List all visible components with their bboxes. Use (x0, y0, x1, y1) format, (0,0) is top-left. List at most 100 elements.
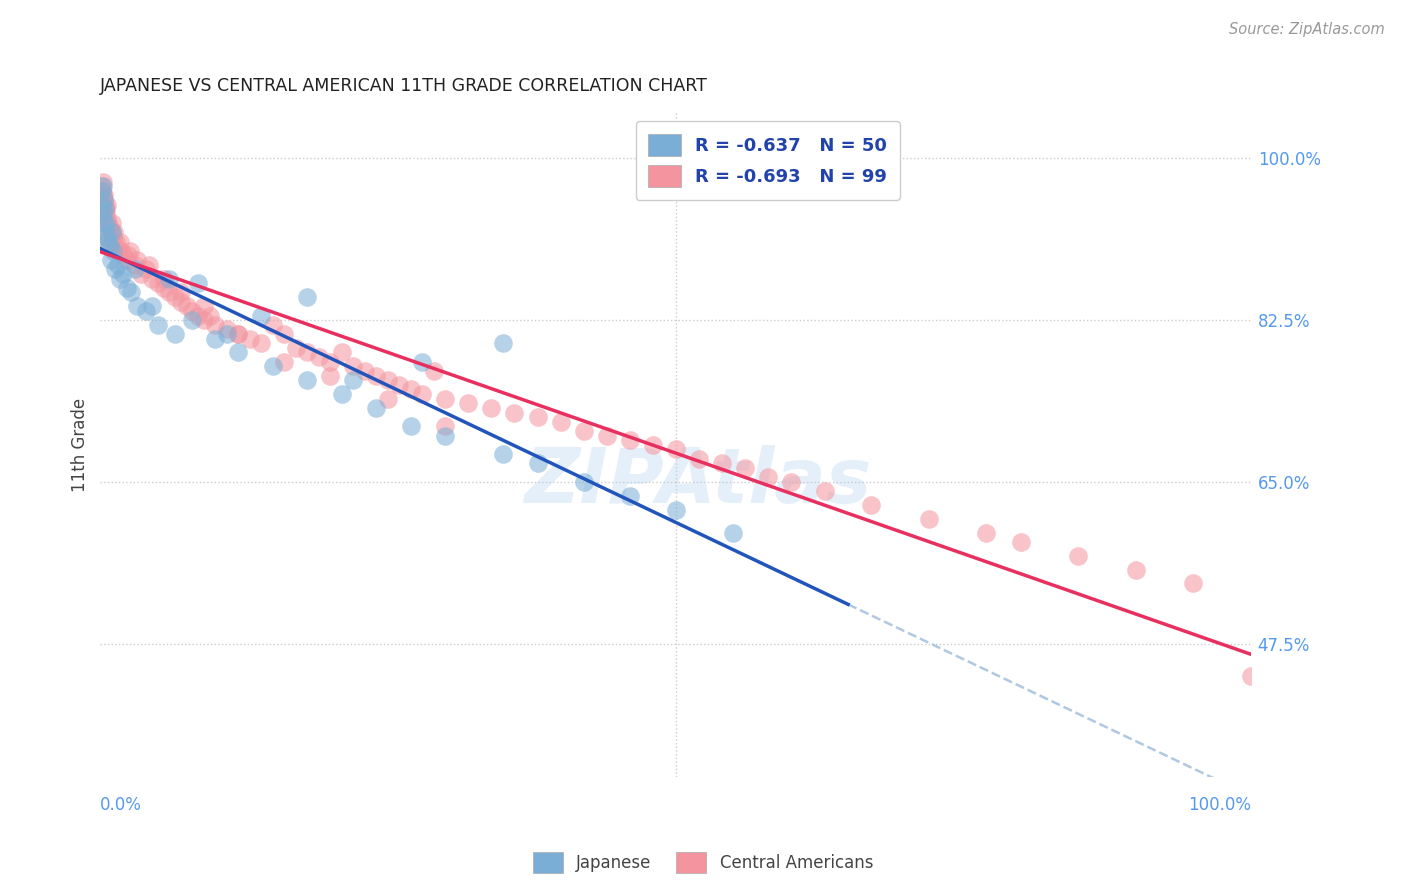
Point (250, 336, 273, 351)
Point (411, 387, 433, 401)
Point (366, 368, 388, 383)
Point (96, 211, 118, 226)
Point (860, 498, 883, 512)
Point (550, 415, 572, 429)
Point (377, 373, 399, 387)
Text: ZIPAtlas: ZIPAtlas (524, 445, 872, 519)
Point (434, 428, 457, 442)
Point (181, 313, 204, 327)
Point (107, 244, 129, 258)
Point (135, 304, 157, 318)
Point (138, 258, 160, 272)
Point (228, 345, 250, 359)
Point (107, 258, 129, 272)
Point (152, 281, 174, 295)
Text: Source: ZipAtlas.com: Source: ZipAtlas.com (1229, 22, 1385, 37)
Point (239, 332, 262, 346)
Point (96, 230, 118, 244)
Point (503, 405, 526, 419)
Point (127, 253, 149, 268)
Point (170, 285, 193, 300)
Point (297, 373, 319, 387)
Point (187, 276, 209, 290)
Point (434, 419, 457, 434)
Point (228, 326, 250, 341)
Point (388, 377, 411, 392)
Point (101, 226, 124, 240)
Point (204, 332, 226, 346)
Point (141, 271, 163, 285)
Point (101, 244, 124, 258)
Point (96, 197, 118, 211)
Point (127, 299, 149, 313)
Point (108, 235, 131, 249)
Point (1182, 576, 1205, 591)
Point (399, 383, 422, 397)
Point (135, 262, 157, 277)
Point (101, 216, 124, 230)
Point (93, 216, 115, 230)
Point (228, 326, 250, 341)
Point (974, 525, 997, 540)
Text: JAPANESE VS CENTRAL AMERICAN 11TH GRADE CORRELATION CHART: JAPANESE VS CENTRAL AMERICAN 11TH GRADE … (100, 78, 709, 95)
Point (664, 442, 686, 457)
Point (98, 220, 121, 235)
Point (91, 188, 114, 202)
Point (104, 239, 127, 253)
Point (94, 207, 117, 221)
Y-axis label: 11th Grade: 11th Grade (72, 398, 89, 492)
Text: 0.0%: 0.0% (100, 796, 142, 814)
Point (342, 359, 364, 374)
Point (734, 461, 756, 475)
Point (330, 387, 353, 401)
Point (193, 299, 215, 313)
Point (105, 235, 128, 249)
Point (354, 364, 377, 378)
Legend: Japanese, Central Americans: Japanese, Central Americans (526, 846, 880, 880)
Point (100, 253, 122, 268)
Point (112, 267, 135, 281)
Point (434, 392, 457, 406)
Point (204, 318, 226, 332)
Point (319, 355, 342, 369)
Point (710, 456, 733, 470)
Legend: R = -0.637   N = 50, R = -0.693   N = 99: R = -0.637 N = 50, R = -0.693 N = 99 (636, 121, 900, 200)
Point (146, 276, 169, 290)
Point (91, 197, 114, 211)
Point (120, 244, 142, 258)
Point (93, 188, 115, 202)
Point (90, 179, 112, 194)
Point (308, 350, 330, 364)
Point (101, 230, 124, 244)
Point (146, 318, 169, 332)
Point (94, 197, 117, 211)
Point (297, 290, 319, 304)
Point (492, 447, 515, 461)
Point (262, 318, 284, 332)
Point (572, 424, 595, 438)
Point (98, 239, 121, 253)
Point (319, 368, 342, 383)
Point (917, 512, 939, 526)
Point (619, 434, 641, 448)
Point (141, 299, 163, 313)
Point (157, 285, 180, 300)
Point (526, 410, 548, 425)
Point (91, 175, 114, 189)
Point (688, 451, 710, 466)
Point (273, 326, 295, 341)
Point (115, 253, 138, 268)
Point (342, 373, 364, 387)
Point (124, 258, 146, 272)
Point (94, 202, 117, 217)
Point (492, 336, 515, 351)
Point (104, 262, 127, 277)
Point (181, 304, 204, 318)
Point (129, 267, 152, 281)
Point (526, 456, 548, 470)
Point (1010, 534, 1032, 549)
Point (97, 216, 120, 230)
Point (284, 341, 307, 355)
Point (193, 313, 215, 327)
Point (198, 309, 221, 323)
